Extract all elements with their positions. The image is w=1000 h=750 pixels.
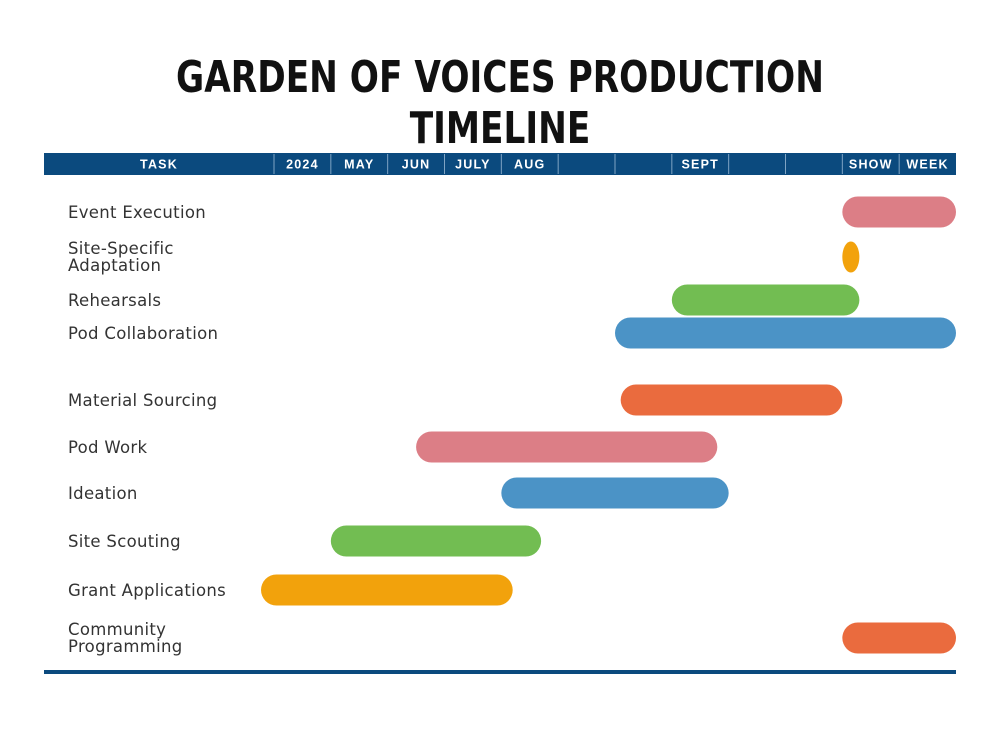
task-label: Rehearsals xyxy=(68,291,161,310)
task-bar xyxy=(416,431,718,463)
header-bar xyxy=(44,153,956,175)
task-label: Grant Applications xyxy=(68,581,226,600)
header-column-label: JULY xyxy=(455,158,491,172)
task-label: Site Scouting xyxy=(68,532,181,551)
header-column-label: SEPT xyxy=(682,158,719,172)
header-column-label: JUN xyxy=(402,158,431,172)
header-column-label: SHOW xyxy=(849,158,893,172)
chart-title: GARDEN OF VOICES PRODUCTION TIMELINE xyxy=(176,52,824,154)
task-bar xyxy=(842,622,956,654)
task-bar xyxy=(615,317,956,349)
task-bar xyxy=(620,384,843,416)
task-bar xyxy=(671,284,860,316)
task-label: Pod Work xyxy=(68,438,148,457)
header-task-label: TASK xyxy=(140,158,178,172)
task-bar xyxy=(842,196,956,228)
task-bar xyxy=(842,241,860,273)
task-label: Event Execution xyxy=(68,203,206,222)
task-label: Material Sourcing xyxy=(68,391,217,410)
header-column-label: MAY xyxy=(344,158,374,172)
header-column-label: AUG xyxy=(514,158,545,172)
task-bar xyxy=(501,477,729,509)
task-bar xyxy=(330,525,542,557)
task-label: Site-Specific Adaptation xyxy=(68,239,174,275)
header-column-label: 2024 xyxy=(286,158,319,172)
task-label: Community Programming xyxy=(68,620,183,656)
task-label: Ideation xyxy=(68,484,138,503)
task-bar xyxy=(261,574,513,606)
task-label: Pod Collaboration xyxy=(68,324,218,343)
header-column-label: WEEK xyxy=(906,158,948,172)
bottom-rule xyxy=(44,670,956,674)
